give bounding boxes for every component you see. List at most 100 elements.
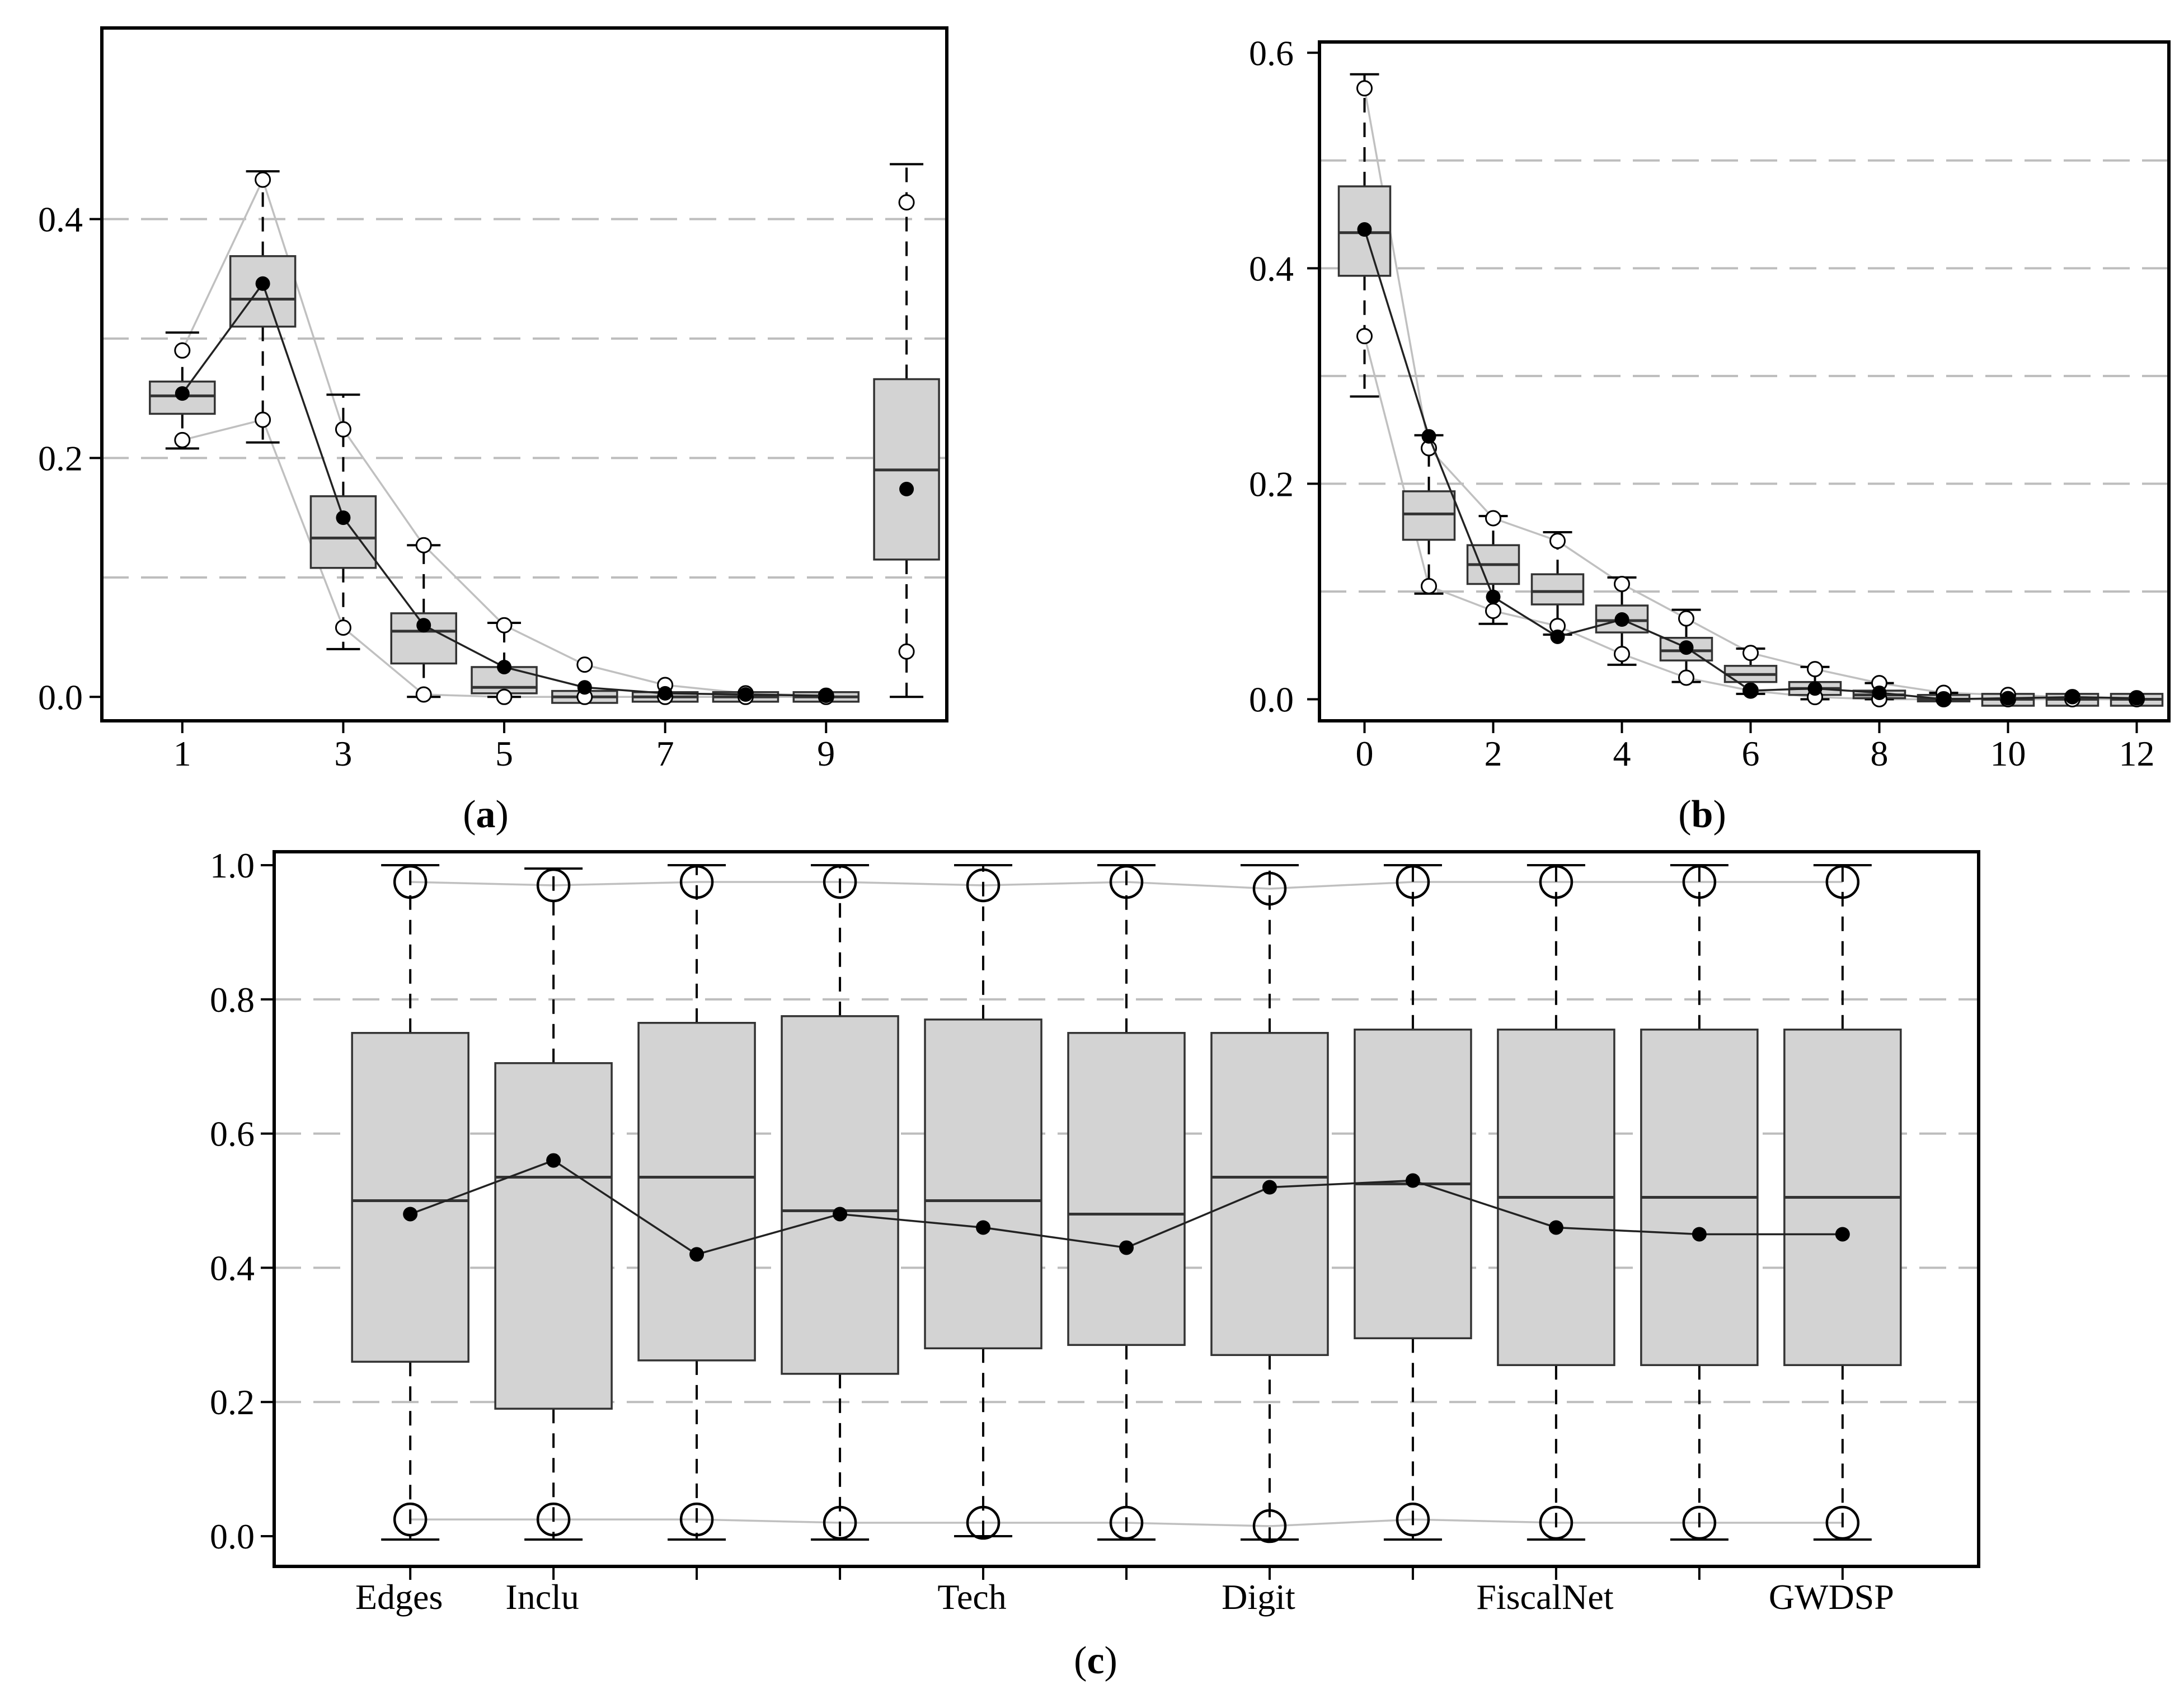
y-tick-label-1: 0.2 (1249, 464, 1294, 504)
panel-a-frame (100, 26, 948, 722)
box-8 (1354, 864, 1472, 1541)
y-tick-label-3: 0.6 (1249, 33, 1294, 73)
mean-point-10 (1692, 1227, 1707, 1242)
panel-b-y-axis: 0.0 0.2 0.4 0.6 (1249, 33, 1319, 719)
lower-envelope-point-11 (1825, 1505, 1860, 1540)
mean-point-9 (1548, 1220, 1563, 1235)
upper-envelope-point-8 (1807, 661, 1823, 678)
y-tick-label-1: 0.2 (38, 438, 83, 478)
upper-envelope-point-3 (1485, 510, 1501, 527)
panel-a-chart: 0.0 0.2 0.4 1 3 5 7 9 (a) (38, 26, 948, 836)
mean-point-extra (899, 481, 914, 496)
panel-a-x-axis: 1 3 5 7 9 (173, 721, 835, 773)
mean-point-3 (1486, 589, 1501, 604)
box-6 (1067, 864, 1186, 1541)
upper-envelope-point-4 (415, 537, 432, 553)
upper-envelope-point-10 (1682, 865, 1717, 899)
lower-envelope-point-2 (536, 1502, 571, 1537)
box-iqr (781, 1015, 899, 1375)
mean-point-6 (1679, 640, 1694, 655)
category-label-1: Inclu (505, 1577, 579, 1617)
mean-point-11 (1835, 1227, 1850, 1242)
box-3 (637, 864, 756, 1541)
panel-a-gridlines (102, 218, 947, 579)
box-10 (873, 163, 940, 698)
box-iqr (351, 1031, 469, 1363)
x-tick-label-0: 1 (173, 734, 191, 773)
box-9 (1497, 864, 1615, 1541)
upper-envelope-point-1 (393, 865, 428, 899)
y-tick-label-1: 0.2 (210, 1382, 255, 1422)
lower-envelope-point-2 (1421, 578, 1437, 594)
mean-point-1 (1357, 222, 1372, 237)
x-tick-label-3: 7 (656, 734, 674, 773)
box-4 (1530, 531, 1585, 636)
box-iqr (494, 1062, 613, 1410)
box-3 (309, 393, 377, 650)
y-tick-label-3: 0.6 (210, 1114, 255, 1154)
panel-c-y-axis: 0.0 0.2 0.4 0.6 0.8 1.0 (210, 846, 274, 1556)
upper-envelope-point-1 (1356, 80, 1373, 97)
mean-point-2 (546, 1153, 561, 1168)
mean-point-11 (2000, 691, 2016, 706)
box-iqr (229, 255, 297, 328)
mean-point-5 (976, 1220, 991, 1235)
box-iqr (924, 1019, 1042, 1350)
y-tick-label-0: 0.0 (210, 1517, 255, 1556)
upper-envelope-point-7 (1252, 871, 1287, 906)
x-tick-label-4: 9 (817, 734, 835, 773)
upper-envelope-point-2 (536, 868, 571, 903)
upper-envelope-point-6 (576, 656, 593, 673)
upper-envelope-point-6 (1109, 865, 1144, 899)
mean-point-5 (1614, 612, 1629, 627)
upper-envelope-point-2 (255, 171, 271, 188)
box-4 (781, 864, 899, 1541)
y-tick-label-0: 0.0 (38, 677, 83, 717)
upper-envelope-point-9 (1539, 865, 1574, 899)
mean-point-3 (336, 510, 351, 525)
y-tick-label-5: 1.0 (210, 846, 255, 885)
extra-circle-1 (898, 194, 915, 211)
panel-b-frame (1318, 40, 2171, 722)
upper-envelope-point-4 (823, 865, 857, 899)
box-1 (351, 864, 469, 1541)
box-5 (924, 864, 1042, 1538)
lower-envelope-point-3 (679, 1502, 714, 1537)
mean-point-13 (2129, 691, 2144, 706)
y-tick-label-2: 0.4 (210, 1248, 255, 1288)
mean-point-1 (175, 386, 190, 401)
x-tick-label-6: 12 (2119, 734, 2155, 773)
mean-point-4 (1550, 629, 1565, 644)
lower-envelope-point-6 (1109, 1505, 1144, 1540)
x-tick-label-0: 0 (1356, 734, 1374, 773)
x-tick-label-1: 3 (334, 734, 352, 773)
y-tick-label-2: 0.4 (38, 200, 83, 240)
mean-point-3 (689, 1247, 704, 1262)
lower-envelope-point-9 (1539, 1505, 1574, 1540)
y-tick-label-4: 0.8 (210, 980, 255, 1020)
box-iqr (1067, 1031, 1186, 1346)
y-tick-label-2: 0.4 (1249, 248, 1294, 288)
mean-point-7 (1743, 683, 1758, 698)
upper-envelope-point-4 (1549, 532, 1566, 549)
mean-point-8 (1405, 1173, 1420, 1188)
panel-c-means (393, 865, 1860, 1543)
box-iqr (1530, 573, 1585, 606)
mean-point-8 (1807, 681, 1823, 696)
mean-point-2 (255, 276, 270, 291)
box-2 (1402, 434, 1456, 595)
panel-b-means (1356, 80, 2145, 707)
y-tick-label-0: 0.0 (1249, 679, 1294, 719)
mean-point-7 (657, 686, 673, 701)
extra-circle-2 (898, 643, 915, 660)
panel-b-x-axis: 0 2 4 6 8 10 12 (1356, 721, 2155, 773)
panel-b-chart: 0.0 0.2 0.4 0.6 0 2 4 6 8 10 12 (b) (1249, 33, 2171, 836)
upper-envelope-point-8 (1396, 865, 1430, 899)
x-tick-label-4: 8 (1871, 734, 1889, 773)
x-tick-label-1: 2 (1485, 734, 1502, 773)
upper-envelope-point-1 (174, 342, 191, 359)
upper-envelope-point-5 (1614, 575, 1630, 592)
mean-point-6 (577, 680, 592, 695)
